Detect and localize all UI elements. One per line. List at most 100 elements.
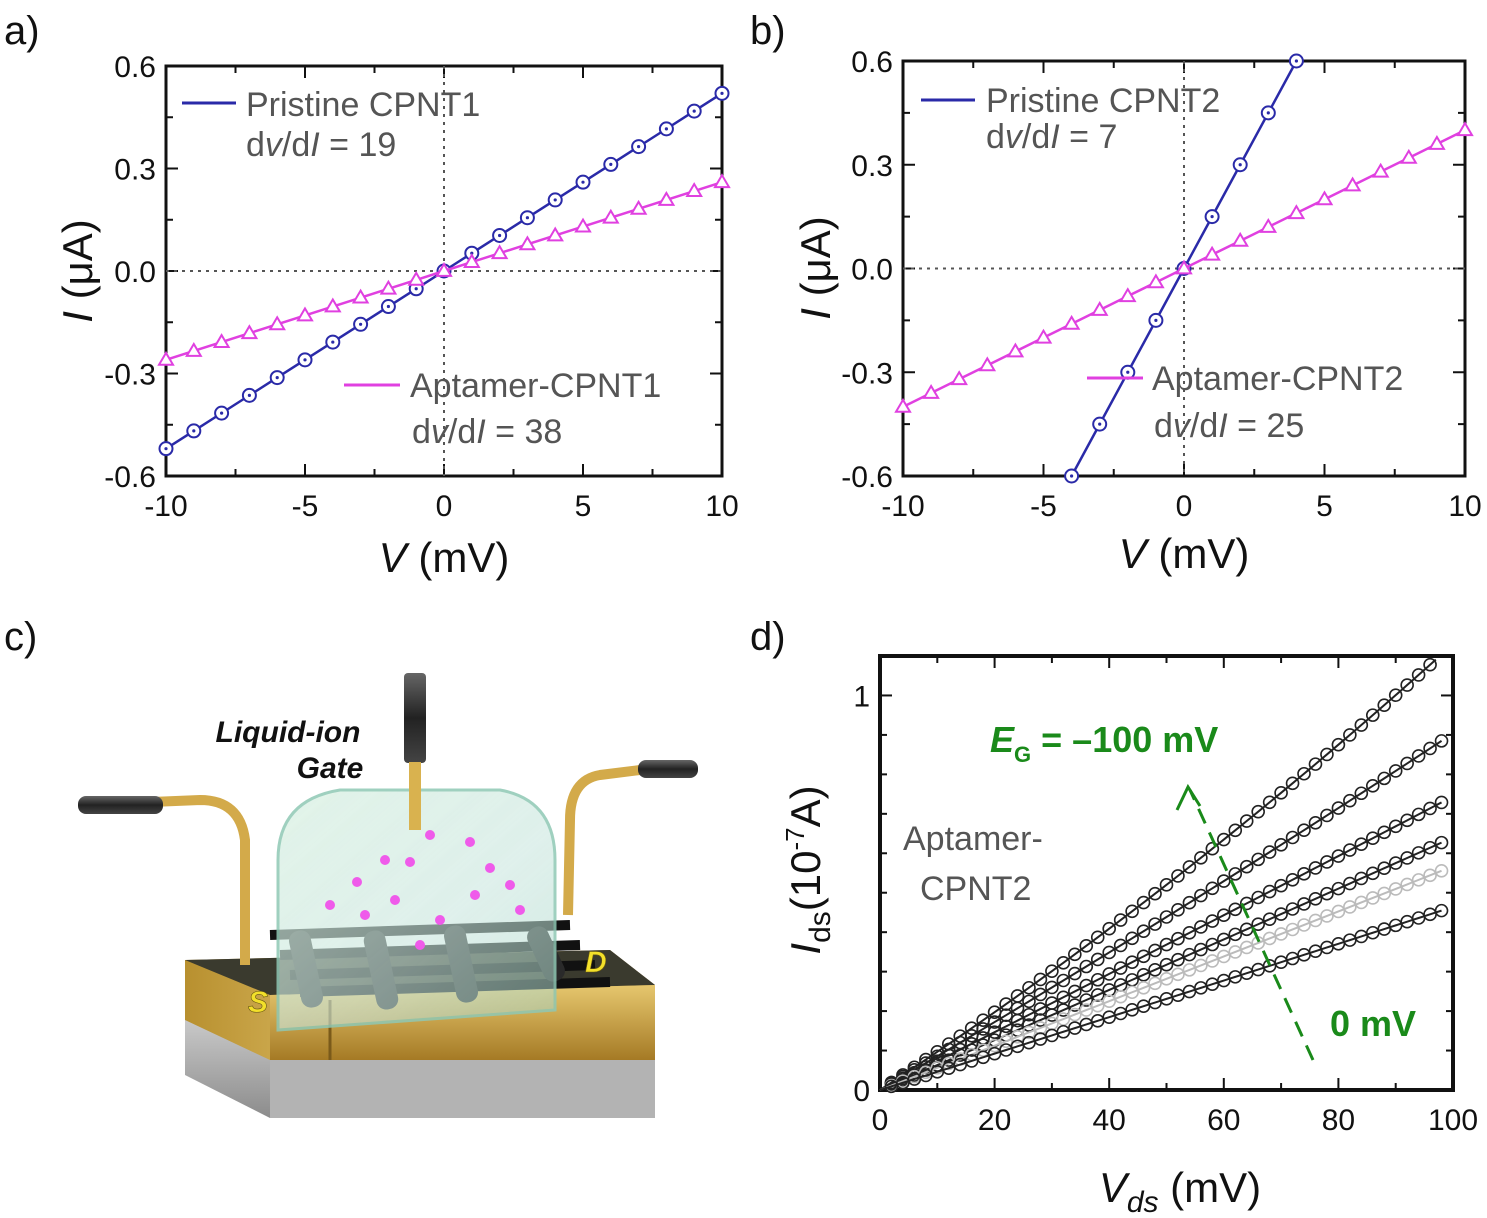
data-point-circle xyxy=(1388,882,1403,896)
panel-b-legend-aptamer: Aptamer-CPNT2 xyxy=(1152,360,1403,398)
data-point-circle xyxy=(1079,939,1094,953)
data-point-circle xyxy=(1194,920,1208,934)
drain-cable xyxy=(638,760,698,778)
data-point-circle xyxy=(1423,657,1437,672)
data-point-circle xyxy=(1400,813,1414,828)
data-point-triangle xyxy=(351,288,370,304)
data-point-circle xyxy=(1148,917,1162,931)
data-point-circle xyxy=(1228,902,1243,917)
data-point-circle xyxy=(1308,913,1323,928)
data-point-circle xyxy=(1388,764,1403,778)
data-point-circle xyxy=(1136,949,1151,964)
data-point-triangle xyxy=(1090,301,1109,316)
data-point-circle xyxy=(1217,908,1231,923)
ion-dot xyxy=(360,910,370,920)
liquid-dome xyxy=(276,788,557,1032)
data-point-circle xyxy=(1251,890,1265,905)
data-point-circle xyxy=(1159,878,1174,892)
data-point-circle xyxy=(1159,937,1174,952)
data-point-circle xyxy=(1285,902,1300,916)
data-point-center xyxy=(553,198,557,202)
x-tick-label: -10 xyxy=(881,490,924,523)
panel-b-legend-pristine: Pristine CPNT2 xyxy=(986,82,1220,120)
panel-a-label: a) xyxy=(4,9,40,53)
data-point-center xyxy=(525,216,530,220)
data-point-triangle xyxy=(978,356,997,372)
data-point-circle xyxy=(1423,801,1437,816)
panel-d-y-axis-label: Ids(10-7A) xyxy=(780,785,837,954)
data-point-triangle xyxy=(894,397,912,413)
data-point-circle xyxy=(1297,867,1311,881)
panel-d-top-label: EG = –100 mV xyxy=(990,719,1218,767)
x-tick-label: 80 xyxy=(1322,1104,1355,1137)
data-point-circle xyxy=(1320,747,1334,762)
source-cable xyxy=(78,796,163,814)
data-point-circle xyxy=(1331,737,1346,752)
data-point-circle xyxy=(1136,980,1151,995)
panel-d-sample-label-1: Aptamer- xyxy=(903,820,1043,858)
panel-a-legend-aptamer: Aptamer-CPNT1 xyxy=(410,367,661,405)
data-point-triangle xyxy=(268,315,286,331)
data-point-triangle xyxy=(1231,231,1249,247)
data-point-triangle xyxy=(713,173,731,189)
panel-a-y-axis-label: I (μA) xyxy=(54,219,101,323)
data-point-circle xyxy=(1022,1025,1036,1040)
data-point-circle xyxy=(1079,978,1094,993)
substrate-front xyxy=(270,1060,655,1118)
data-point-circle xyxy=(1068,1007,1082,1022)
data-point-circle xyxy=(1320,855,1334,869)
data-point-circle xyxy=(1274,878,1288,893)
y-tick-label: 0.6 xyxy=(851,46,893,79)
drain-wire xyxy=(563,765,641,916)
data-point-triangle xyxy=(1315,190,1334,206)
data-point-circle xyxy=(1068,947,1082,962)
data-point-circle xyxy=(1262,884,1277,899)
data-point-circle xyxy=(1056,1003,1071,1017)
x-tick-label: 100 xyxy=(1428,1104,1478,1137)
x-tick-label: 0 xyxy=(436,490,453,523)
panel-a-x-tick-labels: -10 -5 0 5 10 xyxy=(144,490,738,523)
ion-dot xyxy=(325,900,335,910)
data-point-triangle xyxy=(379,279,398,295)
data-point-circle xyxy=(1343,876,1357,891)
data-point-triangle xyxy=(1428,135,1446,150)
data-point-circle xyxy=(1239,896,1254,911)
data-point-circle xyxy=(1068,966,1082,981)
data-point-circle xyxy=(1354,718,1369,732)
data-point-triangle xyxy=(212,333,231,348)
data-point-circle xyxy=(1434,835,1449,850)
panel-b-pristine-dvdi: dv/dI = 7 xyxy=(986,118,1117,156)
data-point-circle xyxy=(1090,930,1105,945)
panel-b-x-axis-label: V (mV) xyxy=(1119,530,1250,577)
data-point-circle xyxy=(1285,922,1300,937)
data-point-circle xyxy=(1148,962,1162,977)
data-point-circle xyxy=(1411,749,1426,763)
x-tick-label: -5 xyxy=(292,490,319,523)
data-point-circle xyxy=(1228,927,1243,942)
panel-d-bottom-label: 0 mV xyxy=(1330,1003,1416,1044)
data-point-triangle xyxy=(1147,273,1165,289)
data-point-circle xyxy=(1274,838,1288,852)
panel-d-y-tick-labels: 01 xyxy=(853,680,870,1108)
panel-a-aptamer-dvdi: dv/dI = 38 xyxy=(412,413,562,451)
data-point-circle xyxy=(1411,668,1426,682)
data-point-circle xyxy=(1194,942,1208,957)
data-point-circle xyxy=(1297,766,1311,781)
data-point-center xyxy=(220,411,224,415)
y-tick-label: -0.3 xyxy=(841,357,893,390)
data-point-circle xyxy=(1113,938,1128,953)
ions xyxy=(325,830,525,950)
data-point-circle xyxy=(1056,955,1071,970)
data-point-center xyxy=(1266,111,1270,115)
data-point-circle xyxy=(1045,980,1059,995)
panel-b-y-axis-label: I (μA) xyxy=(792,216,839,320)
data-point-circle xyxy=(1239,814,1254,828)
data-point-center xyxy=(331,340,335,344)
data-point-center xyxy=(192,429,196,433)
y-tick-label: -0.6 xyxy=(841,461,893,494)
data-point-center xyxy=(720,91,724,95)
data-point-circle xyxy=(1274,907,1288,921)
data-point-circle xyxy=(1262,845,1277,859)
data-point-circle xyxy=(1010,1030,1025,1044)
data-point-circle xyxy=(1228,867,1243,881)
